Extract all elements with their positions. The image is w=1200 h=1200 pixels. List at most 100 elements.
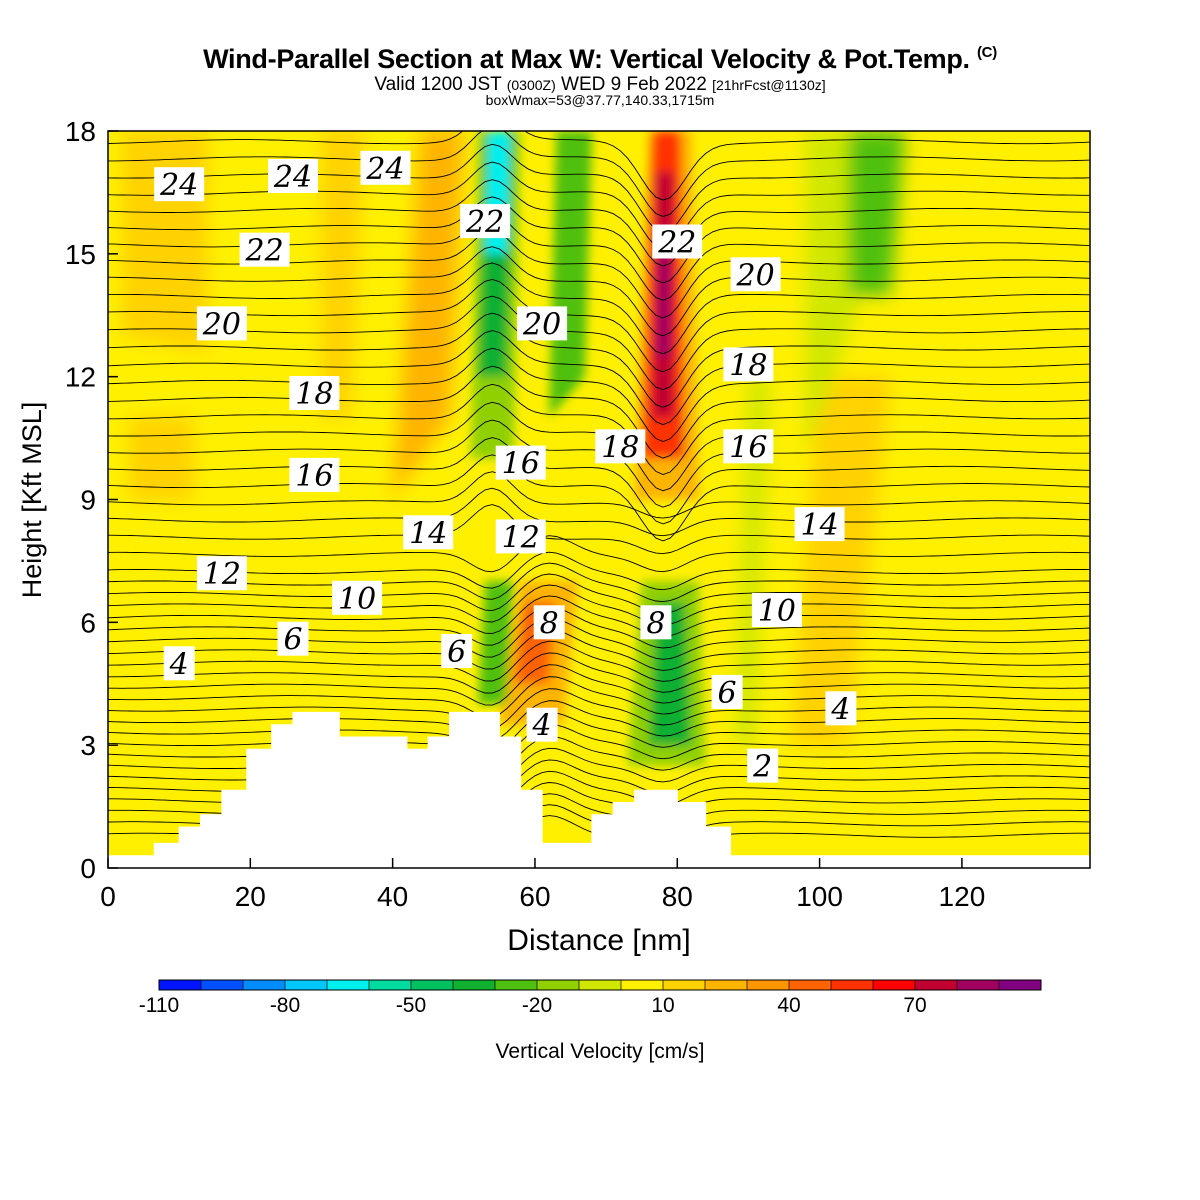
- weak-updraft-tilt: [392, 131, 464, 500]
- theta-contour-line: [108, 700, 1090, 742]
- theta-contour-line: [108, 471, 1090, 519]
- y-axis-label: Height [Kft MSL]: [17, 402, 47, 599]
- updraft-main-peak: [655, 233, 671, 357]
- theta-label: 4: [526, 707, 558, 744]
- colorbar-tick-label: 70: [903, 994, 926, 1017]
- theta-contour-line: [108, 664, 1090, 706]
- theta-label-box: [723, 347, 774, 382]
- theta-contour-line: [108, 365, 1090, 459]
- theta-label-box: [196, 556, 247, 591]
- theta-contour-line: [108, 179, 1090, 267]
- theta-label: 8: [533, 605, 565, 641]
- x-tick-label: 80: [662, 881, 693, 912]
- chart-title-text: Wind-Parallel Section at Max W: Vertical…: [203, 44, 970, 74]
- theta-label-text: 20: [522, 307, 561, 342]
- theta-contour-line: [108, 573, 1090, 614]
- colorbar-swatch: [453, 980, 496, 990]
- downdraft-ridge: [478, 581, 514, 705]
- theta-label: 16: [723, 429, 774, 465]
- colorbar-swatch: [705, 980, 748, 990]
- theta-label-text: 20: [736, 258, 775, 293]
- colorbar-swatch: [621, 980, 664, 990]
- colorbar-swatch: [957, 980, 1000, 990]
- theta-label-text: 8: [540, 606, 559, 641]
- theta-label-box: [652, 224, 703, 259]
- theta-label-text: 4: [169, 647, 189, 682]
- theta-label-text: 22: [245, 234, 284, 269]
- theta-label-text: 14: [801, 508, 839, 543]
- colorbar-swatch: [579, 980, 622, 990]
- theta-label-box: [289, 457, 340, 492]
- terrain: [108, 711, 1090, 868]
- theta-label-text: 24: [273, 160, 312, 195]
- theta-label-box: [533, 605, 565, 640]
- theta-label-box: [154, 167, 205, 202]
- theta-label: 22: [652, 224, 703, 261]
- x-tick-label: 120: [939, 881, 986, 912]
- y-tick-label: 0: [80, 853, 96, 884]
- theta-label: 12: [495, 519, 546, 555]
- theta-label: 6: [441, 634, 473, 670]
- theta-label-box: [640, 605, 672, 640]
- theta-label-text: 16: [295, 459, 333, 494]
- colorbar-swatch: [411, 980, 454, 990]
- theta-contour-line: [108, 487, 1090, 537]
- theta-label-box: [403, 515, 454, 550]
- theta-label-box: [723, 429, 774, 464]
- theta-label-box: [239, 232, 290, 267]
- theta-contour-line: [108, 551, 1090, 591]
- theta-label-text: 4: [830, 692, 850, 727]
- y-tick-label: 12: [65, 362, 96, 393]
- theta-label: 22: [239, 232, 290, 269]
- theta-label: 24: [268, 159, 318, 195]
- theta-label-box: [517, 306, 568, 341]
- colorbar-tick-label: -20: [522, 994, 552, 1017]
- theta-label-box: [730, 257, 781, 292]
- theta-contour-line: [108, 535, 1090, 573]
- colorbar-tick-label: 40: [777, 994, 800, 1017]
- theta-label-box: [711, 674, 743, 709]
- theta-label-text: 16: [729, 430, 767, 465]
- valid-time: Valid 1200 JST: [374, 74, 502, 95]
- theta-label-box: [268, 159, 318, 193]
- terrain-polygon: [108, 711, 1090, 868]
- theta-contour-line: [108, 131, 1090, 217]
- theta-label-text: 6: [447, 635, 466, 670]
- theta-contour-line: [108, 312, 1090, 408]
- colorbar-swatch: [663, 980, 706, 990]
- theta-label-text: 16: [502, 447, 540, 482]
- theta-label-box: [332, 580, 383, 615]
- colorbar-swatch: [159, 980, 202, 990]
- colorbar-swatch: [831, 980, 874, 990]
- theta-label-text: 12: [203, 557, 241, 592]
- theta-contour-line: [108, 454, 1090, 542]
- x-tick-label: 0: [100, 881, 116, 912]
- theta-contour-line: [108, 330, 1090, 426]
- chart-subtitle: Valid 1200 JST (0300Z) WED 9 Feb 2022 [2…: [0, 74, 1200, 96]
- theta-label-box: [441, 634, 473, 668]
- valid-utc: (0300Z): [506, 77, 556, 93]
- y-tick-label: 3: [80, 730, 96, 761]
- theta-contour-line: [108, 279, 1090, 373]
- theta-label-box: [794, 507, 845, 542]
- theta-label-text: 18: [601, 430, 639, 465]
- theta-label: 12: [196, 556, 247, 592]
- theta-contour-line: [108, 383, 1090, 475]
- theta-label: 22: [460, 204, 511, 240]
- y-tick-label: 9: [80, 485, 96, 516]
- colorbar-tick-label: -110: [139, 994, 179, 1017]
- theta-label-text: 6: [718, 676, 737, 711]
- theta-label-text: 14: [409, 516, 447, 551]
- colorbar-swatch: [201, 980, 244, 990]
- colorbar-swatch: [537, 980, 580, 990]
- theta-label-box: [196, 306, 247, 341]
- theta-label: 8: [640, 605, 672, 641]
- y-tick-label: 15: [65, 239, 96, 270]
- weak-updraft-mid: [129, 417, 194, 500]
- theta-label-box: [751, 593, 802, 627]
- theta-contour-line: [108, 617, 1090, 660]
- theta-label: 10: [751, 593, 802, 629]
- x-tick-label: 100: [796, 881, 843, 912]
